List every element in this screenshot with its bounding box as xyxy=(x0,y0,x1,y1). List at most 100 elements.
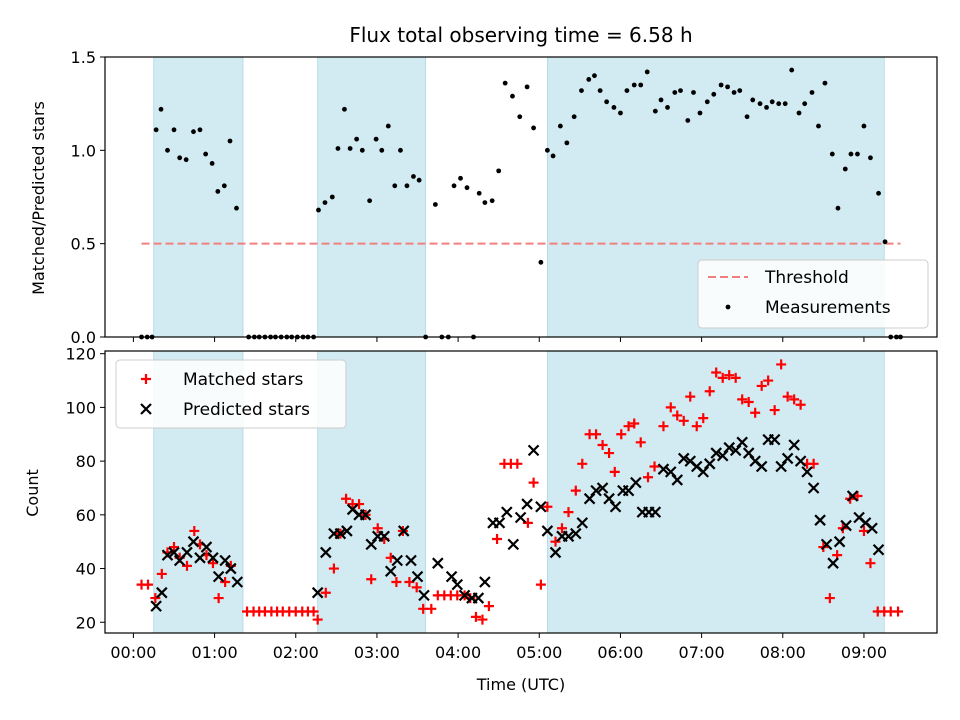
point-count-s1-91 xyxy=(840,519,852,532)
point-count-s1-92 xyxy=(846,490,859,502)
shaded-interval-ratio-1 xyxy=(317,56,427,338)
point-count-s1-86 xyxy=(807,482,820,494)
point-count-s0-99 xyxy=(795,399,806,410)
point-count-s1-95 xyxy=(866,522,878,535)
point-count-s0-94 xyxy=(763,375,774,386)
x-tick-label-2: 02:00 xyxy=(273,643,319,662)
point-ratio-s0-48 xyxy=(432,202,438,207)
point-count-s1-39 xyxy=(493,517,506,529)
point-count-s1-82 xyxy=(781,452,794,465)
point-count-s0-28 xyxy=(320,587,331,598)
point-ratio-s0-43 xyxy=(398,147,403,153)
point-ratio-s0-8 xyxy=(183,157,189,163)
point-ratio-s0-32 xyxy=(329,194,335,200)
point-ratio-s0-93 xyxy=(731,90,737,95)
legend-counts xyxy=(115,359,347,429)
point-ratio-s0-73 xyxy=(597,88,603,93)
point-count-s1-55 xyxy=(603,492,615,505)
point-count-s0-86 xyxy=(711,367,722,378)
point-ratio-s0-72 xyxy=(592,73,597,79)
point-count-s0-113 xyxy=(893,606,904,617)
point-count-s0-51 xyxy=(470,611,481,622)
x-tick-label-6: 06:00 xyxy=(597,643,643,662)
point-ratio-s0-114 xyxy=(868,155,873,161)
point-count-s1-90 xyxy=(833,535,846,548)
point-ratio-s0-82 xyxy=(658,97,664,103)
point-count-s0-73 xyxy=(623,421,634,432)
y-tick-label-count-2: 60 xyxy=(76,506,96,525)
point-count-s1-40 xyxy=(501,506,513,518)
point-count-s0-58 xyxy=(522,517,533,528)
point-count-s0-92 xyxy=(750,407,761,418)
point-ratio-s0-99 xyxy=(769,99,775,105)
axes-frame-count xyxy=(104,350,938,634)
y-tick-label-count-4: 100 xyxy=(65,398,96,417)
point-ratio-s0-79 xyxy=(638,82,644,88)
point-count-s1-65 xyxy=(671,474,684,486)
point-count-s0-108 xyxy=(858,525,869,536)
point-count-s0-13 xyxy=(220,576,231,587)
point-ratio-s0-35 xyxy=(347,146,353,151)
point-count-s1-15 xyxy=(320,546,332,559)
point-count-s0-95 xyxy=(769,405,780,416)
legend-measurements-label: Measurements xyxy=(765,298,891,318)
point-count-s1-7 xyxy=(194,552,206,564)
point-count-s0-109 xyxy=(865,558,876,569)
point-count-s1-63 xyxy=(657,463,670,475)
point-ratio-s0-100 xyxy=(776,101,782,107)
point-count-s1-33 xyxy=(451,578,464,591)
point-count-s1-54 xyxy=(596,482,609,494)
point-ratio-s0-10 xyxy=(197,127,203,133)
bottom-panel-counts: 20 40 60 80 100 120 00:00 01:00 02:00 03:00 04:00 0… xyxy=(65,345,938,662)
y-tick-label-ratio-0: 0.0 xyxy=(71,328,96,347)
point-count-s0-29 xyxy=(328,563,339,574)
point-count-s1-34 xyxy=(458,589,471,602)
point-count-s1-30 xyxy=(418,589,430,602)
point-count-s1-12 xyxy=(225,562,237,575)
point-ratio-s0-89 xyxy=(704,99,710,105)
point-count-s1-50 xyxy=(570,527,582,540)
y-tick-label-count-5: 120 xyxy=(65,345,96,364)
point-count-s1-73 xyxy=(723,441,735,454)
point-ratio-s0-9 xyxy=(191,129,196,135)
point-count-s0-2 xyxy=(150,593,161,604)
point-ratio-s0-86 xyxy=(685,118,691,123)
point-count-s1-84 xyxy=(794,455,807,467)
point-ratio-s0-7 xyxy=(177,155,183,161)
point-count-s1-46 xyxy=(541,525,554,537)
point-ratio-s0-57 xyxy=(489,198,495,204)
point-ratio-s0-30 xyxy=(316,207,321,213)
point-ratio-s0-116 xyxy=(882,239,888,245)
point-ratio-s0-92 xyxy=(725,84,730,90)
x-tick-label-5: 05:00 xyxy=(516,643,562,662)
point-count-s1-26 xyxy=(391,554,403,567)
point-count-s0-91 xyxy=(743,397,754,408)
point-count-s0-72 xyxy=(616,429,627,440)
point-count-s1-81 xyxy=(775,460,787,473)
point-count-s0-27 xyxy=(312,614,323,625)
point-ratio-s0-58 xyxy=(496,168,502,174)
point-ratio-s0-84 xyxy=(672,90,678,95)
point-ratio-s0-108 xyxy=(829,151,835,157)
point-ratio-s0-14 xyxy=(221,183,227,189)
point-ratio-s0-107 xyxy=(822,80,828,86)
point-count-s1-47 xyxy=(549,546,562,559)
point-count-s0-93 xyxy=(756,380,767,391)
point-count-s1-71 xyxy=(710,447,722,459)
legend-measurements-swatch xyxy=(725,304,731,310)
point-ratio-s0-113 xyxy=(861,123,867,129)
point-ratio-s0-11 xyxy=(203,151,209,157)
point-count-s1-29 xyxy=(411,570,424,583)
point-count-s1-32 xyxy=(445,570,458,583)
point-count-s1-87 xyxy=(814,514,826,526)
point-count-s0-103 xyxy=(824,593,835,604)
point-count-s0-89 xyxy=(730,372,741,383)
point-count-s1-70 xyxy=(703,458,716,470)
point-count-s0-59 xyxy=(528,477,539,488)
point-count-s0-77 xyxy=(649,461,660,472)
point-ratio-s0-105 xyxy=(809,90,815,95)
point-count-s0-90 xyxy=(737,394,748,405)
point-ratio-s0-98 xyxy=(764,105,769,110)
point-count-s1-45 xyxy=(535,500,547,513)
